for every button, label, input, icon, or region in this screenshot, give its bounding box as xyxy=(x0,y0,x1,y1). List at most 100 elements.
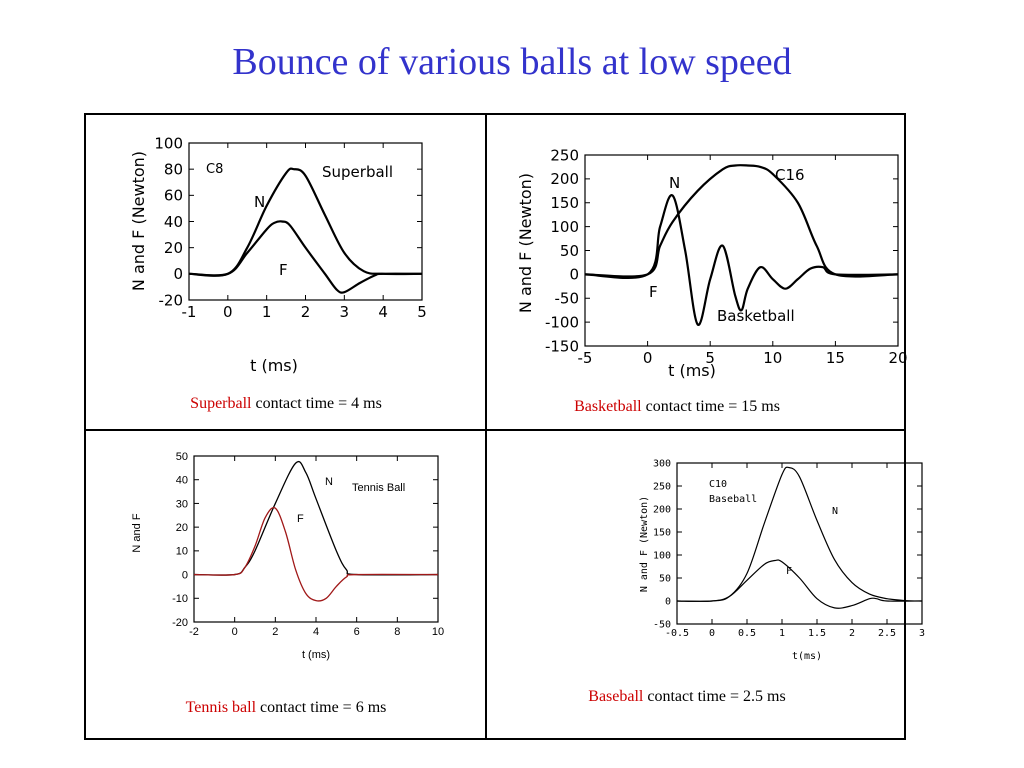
series-label-F: F xyxy=(786,566,792,577)
y-tick-label: -100 xyxy=(545,313,579,331)
series-line-F xyxy=(676,559,923,609)
slide-title: Bounce of various balls at low speed xyxy=(232,41,792,83)
x-tick-label: 0.5 xyxy=(738,628,756,639)
x-axis-label: t (ms) xyxy=(250,356,298,375)
x-tick-label: -2 xyxy=(189,626,199,638)
x-tick-label: 20 xyxy=(888,349,907,367)
x-tick-label: -0.5 xyxy=(665,628,689,639)
y-tick-label: 20 xyxy=(176,522,188,534)
series-label-N: N xyxy=(832,506,838,517)
x-axis-label: t (ms) xyxy=(668,361,716,380)
chart-annotation: C16 xyxy=(775,166,805,184)
caption-ball-name: Basketball xyxy=(574,398,642,415)
y-tick-label: -50 xyxy=(653,620,671,631)
figure-grid: -1 0 1 2 3 4 5 -20 0 20 40 60 80 100 t (ms) N and F (Ne… xyxy=(84,113,925,740)
caption-ball-name: Tennis ball xyxy=(185,699,257,716)
x-tick-label: 2.5 xyxy=(878,628,896,639)
y-axis-label: N and F (Newton) xyxy=(129,151,148,291)
baseball-caption: Baseball contact time = 2.5 ms xyxy=(487,688,887,706)
plot-frame xyxy=(193,455,439,623)
basketball-panel: -5 0 5 10 15 20 -150 -100 -50 0 50 100 150 200 250 t (m… xyxy=(487,115,908,429)
plot-frame xyxy=(676,462,923,625)
x-tick-label: 8 xyxy=(394,626,400,638)
chart-annotation: C10 xyxy=(709,479,727,490)
chart-annotation: Superball xyxy=(322,163,393,181)
y-tick-label: 50 xyxy=(560,242,579,260)
caption-text: contact time = 2.5 ms xyxy=(643,688,786,705)
x-tick-label: 0 xyxy=(223,303,233,321)
series-label-N: N xyxy=(254,193,265,211)
y-tick-label: 250 xyxy=(653,482,671,493)
y-tick-label: 0 xyxy=(173,265,183,283)
y-tick-label: 0 xyxy=(665,597,671,608)
y-tick-label: -10 xyxy=(172,593,188,605)
y-tick-label: 100 xyxy=(653,551,671,562)
chart-annotation: Tennis Ball xyxy=(352,482,405,494)
x-tick-label: 3 xyxy=(340,303,350,321)
series-label-F: F xyxy=(279,261,288,279)
y-tick-label: 80 xyxy=(164,160,183,178)
y-tick-label: 100 xyxy=(550,218,579,236)
series-label-N: N xyxy=(325,476,333,488)
y-axis-label: N and F (Newton) xyxy=(639,496,650,592)
y-tick-label: 300 xyxy=(653,459,671,470)
y-tick-label: -20 xyxy=(159,291,184,309)
x-tick-label: 5 xyxy=(705,349,715,367)
x-tick-label: 3 xyxy=(919,628,925,639)
x-tick-label: 10 xyxy=(432,626,444,638)
y-tick-label: 10 xyxy=(176,546,188,558)
tennis-ball-caption: Tennis ball contact time = 6 ms xyxy=(86,699,486,717)
y-tick-label: 40 xyxy=(164,213,183,231)
basketball-caption: Basketball contact time = 15 ms xyxy=(477,398,877,416)
x-tick-label: 1 xyxy=(262,303,272,321)
x-tick-label: 15 xyxy=(826,349,845,367)
y-tick-label: 50 xyxy=(659,574,671,585)
x-tick-label: 2 xyxy=(301,303,311,321)
x-tick-label: 4 xyxy=(313,626,319,638)
y-tick-label: 0 xyxy=(569,266,579,284)
x-tick-label: 10 xyxy=(763,349,782,367)
series-line-N xyxy=(584,164,899,278)
caption-text: contact time = 6 ms xyxy=(256,699,387,716)
series-label-N: N xyxy=(669,174,680,192)
caption-text: contact time = 4 ms xyxy=(251,395,382,412)
superball-chart: -1 0 1 2 3 4 5 -20 0 20 40 60 80 100 t (ms) N and F (Ne… xyxy=(129,134,427,375)
y-axis-label: N and F xyxy=(131,513,143,552)
y-tick-label: 150 xyxy=(653,528,671,539)
y-tick-label: 50 xyxy=(176,451,188,463)
x-tick-label: 0 xyxy=(643,349,653,367)
x-axis-label: t (ms) xyxy=(302,649,330,661)
grid-horizontal-divider xyxy=(86,429,906,431)
y-tick-label: 250 xyxy=(550,146,579,164)
x-tick-label: -5 xyxy=(578,349,593,367)
x-axis-label: t(ms) xyxy=(792,651,822,662)
baseball-panel: -0.5 0 0.5 1 1.5 2 2.5 3 -50 0 50 100 150 200 250 300 t(… xyxy=(487,431,925,740)
y-tick-label: 20 xyxy=(164,239,183,257)
chart-annotation: C8 xyxy=(206,162,223,177)
y-tick-label: 200 xyxy=(550,170,579,188)
y-tick-label: -50 xyxy=(555,290,580,308)
y-axis-label: N and F (Newton) xyxy=(516,173,535,313)
x-tick-label: -1 xyxy=(182,303,197,321)
caption-ball-name: Baseball xyxy=(588,688,644,705)
x-tick-label: 5 xyxy=(417,303,427,321)
x-tick-label: 1 xyxy=(779,628,785,639)
grid-vertical-divider xyxy=(485,115,487,740)
y-tick-label: -20 xyxy=(172,617,188,629)
y-tick-label: 40 xyxy=(176,475,188,487)
x-tick-label: 6 xyxy=(354,626,360,638)
x-tick-label: 0 xyxy=(709,628,715,639)
superball-caption: Superball contact time = 4 ms xyxy=(86,395,486,413)
superball-panel: -1 0 1 2 3 4 5 -20 0 20 40 60 80 100 t (ms) N and F (Ne… xyxy=(86,115,485,429)
caption-text: contact time = 15 ms xyxy=(641,398,780,415)
y-tick-label: 150 xyxy=(550,194,579,212)
series-line-F xyxy=(188,220,423,294)
series-line-F xyxy=(584,194,899,326)
series-line-F xyxy=(193,506,439,602)
x-tick-label: 2 xyxy=(272,626,278,638)
caption-ball-name: Superball xyxy=(190,395,252,412)
series-label-F: F xyxy=(297,513,304,525)
